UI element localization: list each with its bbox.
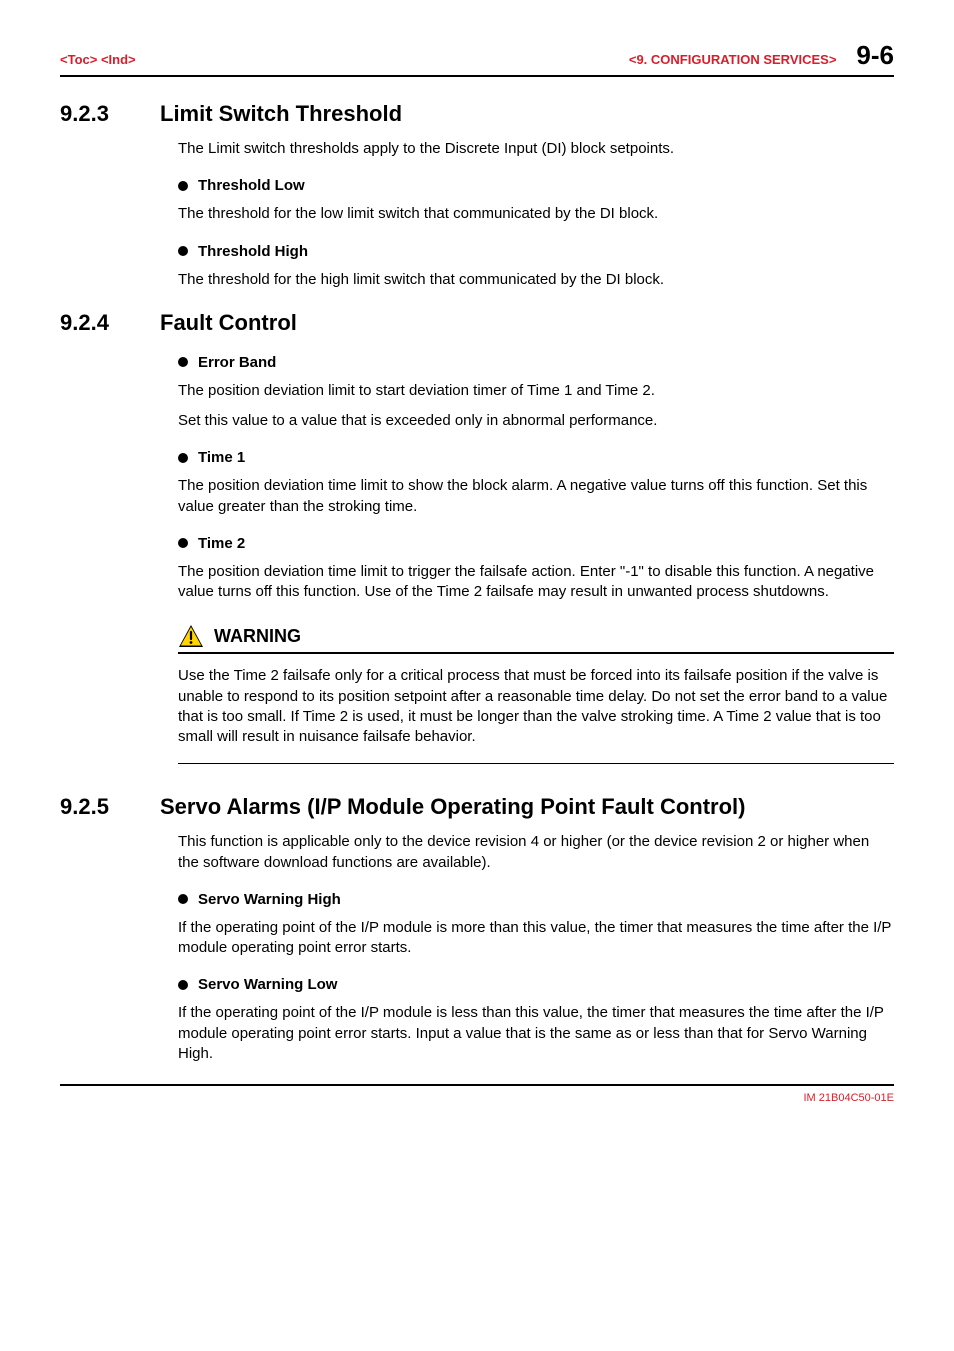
subheading-servo-low: Servo Warning Low [178,976,894,993]
heading-924: 9.2.4 Fault Control [60,310,894,336]
subheading-time1: Time 1 [178,449,894,466]
heading-924-title: Fault Control [160,310,297,336]
heading-925-title: Servo Alarms (I/P Module Operating Point… [160,794,746,820]
warning-bottom-rule [178,763,894,764]
bullet-icon [178,246,188,256]
text-servo-low: If the operating point of the I/P module… [178,1003,894,1064]
page-number: 9-6 [856,40,894,71]
warning-header: WARNING [178,624,894,648]
subheading-servo-high: Servo Warning High [178,891,894,908]
subheading-time1-label: Time 1 [198,449,245,466]
bullet-icon [178,980,188,990]
header-toc-ind[interactable]: <Toc> <Ind> [60,52,136,67]
bullet-icon [178,894,188,904]
subheading-threshold-low-label: Threshold Low [198,177,305,194]
warning-triangle-icon [178,624,204,648]
footer-rule [60,1084,894,1086]
subheading-threshold-high: Threshold High [178,243,894,260]
subheading-error-band-label: Error Band [198,354,276,371]
subheading-servo-high-label: Servo Warning High [198,891,341,908]
subheading-time2-label: Time 2 [198,535,245,552]
subheading-threshold-high-label: Threshold High [198,243,308,260]
warning-text: Use the Time 2 failsafe only for a criti… [178,666,894,747]
subheading-time2: Time 2 [178,535,894,552]
text-time2: The position deviation time limit to tri… [178,562,894,603]
heading-925: 9.2.5 Servo Alarms (I/P Module Operating… [60,794,894,820]
text-925-intro: This function is applicable only to the … [178,832,894,873]
bullet-icon [178,538,188,548]
bullet-icon [178,357,188,367]
warning-top-rule [178,652,894,654]
page-header: <Toc> <Ind> <9. CONFIGURATION SERVICES> … [60,40,894,77]
text-923-intro: The Limit switch thresholds apply to the… [178,139,894,159]
text-threshold-low: The threshold for the low limit switch t… [178,204,894,224]
text-threshold-high: The threshold for the high limit switch … [178,270,894,290]
bullet-icon [178,453,188,463]
text-error-band-2: Set this value to a value that is exceed… [178,411,894,431]
header-section-title: <9. CONFIGURATION SERVICES> [629,52,837,67]
text-servo-high: If the operating point of the I/P module… [178,918,894,959]
heading-923: 9.2.3 Limit Switch Threshold [60,101,894,127]
text-time1: The position deviation time limit to sho… [178,476,894,517]
heading-925-number: 9.2.5 [60,794,160,820]
heading-923-title: Limit Switch Threshold [160,101,402,127]
header-right: <9. CONFIGURATION SERVICES> 9-6 [629,40,894,71]
subheading-threshold-low: Threshold Low [178,177,894,194]
heading-924-number: 9.2.4 [60,310,160,336]
warning-label: WARNING [214,626,301,647]
text-error-band-1: The position deviation limit to start de… [178,381,894,401]
footer-doc-id: IM 21B04C50-01E [60,1092,894,1104]
subheading-error-band: Error Band [178,354,894,371]
heading-923-number: 9.2.3 [60,101,160,127]
bullet-icon [178,181,188,191]
subheading-servo-low-label: Servo Warning Low [198,976,337,993]
